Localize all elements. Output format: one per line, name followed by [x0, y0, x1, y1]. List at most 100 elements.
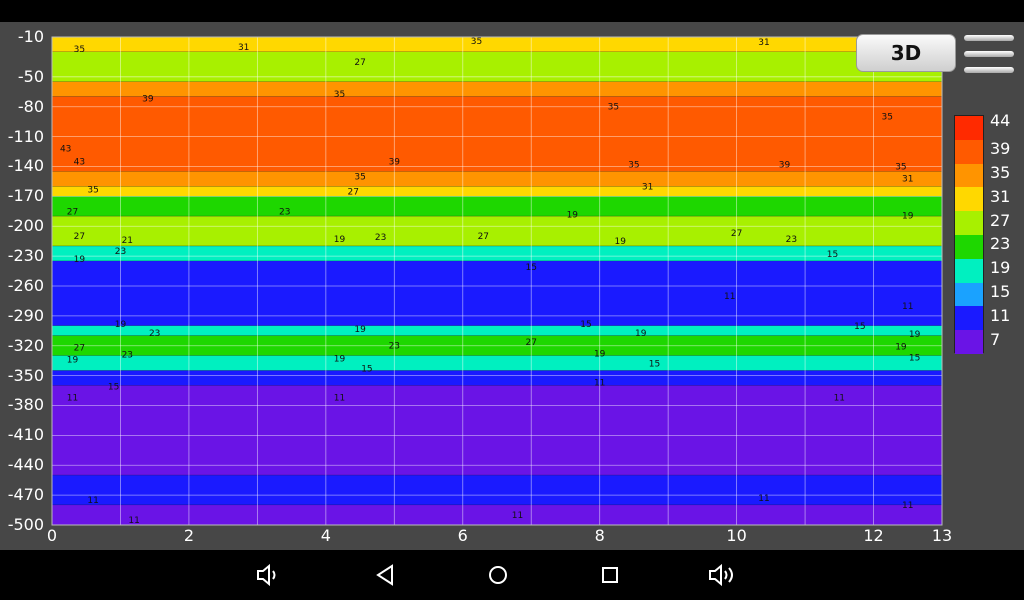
contour-label: 15 [854, 322, 865, 332]
contour-label: 19 [74, 255, 86, 265]
contour-label: 35 [895, 162, 906, 172]
contour-label: 19 [902, 211, 914, 221]
color-legend [954, 115, 984, 355]
legend-level-label: 23 [990, 234, 1011, 254]
contour-label: 43 [60, 145, 71, 155]
contour-label: 27 [354, 58, 365, 68]
y-tick-label: -290 [7, 305, 44, 325]
contour-label: 23 [786, 235, 797, 245]
contour-label: 23 [375, 233, 386, 243]
contour-label: 35 [74, 45, 85, 55]
contour-label: 11 [128, 516, 139, 526]
legend-swatch [955, 330, 983, 355]
contour-label: 27 [348, 187, 359, 197]
volume-up-icon[interactable] [700, 550, 740, 600]
legend-swatch [955, 163, 983, 188]
legend-swatch [955, 306, 983, 331]
contour-label: 19 [635, 329, 647, 339]
contour-label: 39 [389, 157, 401, 167]
back-triangle-icon[interactable] [366, 550, 406, 600]
x-tick-label: 4 [320, 526, 331, 545]
legend-swatch [955, 282, 983, 307]
legend-swatch [955, 258, 983, 284]
contour-label: 39 [779, 160, 791, 170]
legend-level-label: 19 [990, 258, 1011, 278]
contour-label: 27 [74, 344, 85, 354]
x-tick-label: 10 [726, 526, 747, 545]
contour-label: 19 [334, 355, 346, 365]
contour-label: 35 [608, 103, 619, 113]
contour-label: 19 [567, 210, 579, 220]
contour-label: 19 [67, 356, 79, 366]
y-tick-label: -350 [7, 365, 44, 385]
legend-level-label: 31 [990, 186, 1011, 206]
legend-swatch [955, 139, 983, 165]
y-tick-label: -470 [7, 485, 44, 505]
legend-level-label: 39 [990, 139, 1011, 159]
legend-level-label: 7 [990, 329, 1001, 349]
hamburger-menu-icon[interactable] [964, 32, 1014, 82]
contour-label: 11 [902, 302, 913, 312]
contour-label: 15 [526, 263, 537, 273]
contour-label: 23 [389, 342, 400, 352]
contour-label: 31 [758, 38, 769, 48]
y-tick-label: -380 [7, 395, 44, 415]
contour-label: 23 [122, 351, 133, 361]
contour-label: 15 [580, 320, 591, 330]
heatmap-band-9 [52, 261, 942, 326]
contour-label: 21 [122, 236, 133, 246]
contour-label: 19 [594, 350, 606, 360]
contour-label: 19 [909, 330, 921, 340]
y-tick-label: -80 [17, 96, 44, 116]
contour-label: 19 [334, 235, 346, 245]
contour-label: 19 [115, 320, 127, 330]
contour-label: 15 [108, 383, 119, 393]
contour-label: 11 [758, 494, 769, 504]
contour-label: 27 [67, 207, 78, 217]
y-tick-label: -110 [7, 126, 44, 146]
heatmap-band-12 [52, 355, 942, 371]
y-tick-label: -140 [7, 156, 44, 176]
y-tick-label: -200 [7, 216, 44, 236]
contour-label: 11 [67, 394, 78, 404]
legend-swatch [955, 235, 983, 260]
y-tick-label: -10 [17, 27, 44, 46]
x-tick-label: 12 [863, 526, 884, 545]
y-tick-label: -170 [7, 186, 44, 206]
volume-down-icon[interactable] [248, 550, 288, 600]
y-tick-label: -500 [7, 515, 44, 534]
contour-label: 19 [354, 325, 366, 335]
system-navigation-bar [0, 550, 1024, 600]
contour-label: 27 [526, 338, 537, 348]
y-tick-label: -50 [17, 66, 44, 86]
contour-label: 15 [649, 360, 660, 370]
legend-level-label: 35 [990, 162, 1011, 182]
y-tick-label: -230 [7, 246, 44, 266]
contour-label: 35 [334, 90, 345, 100]
heatmap-band-3 [52, 96, 942, 172]
y-tick-label: -410 [7, 425, 44, 445]
heatmap-band-4 [52, 171, 942, 187]
heatmap-band-8 [52, 246, 942, 262]
contour-label: 19 [895, 343, 907, 353]
contour-label: 23 [279, 207, 290, 217]
y-tick-label: -260 [7, 275, 44, 295]
x-tick-label: 0 [46, 526, 58, 545]
contour-label: 27 [731, 229, 742, 239]
x-tick-label: 6 [457, 526, 468, 545]
home-circle-icon[interactable] [478, 550, 518, 600]
view-3d-button[interactable]: 3D [856, 34, 956, 72]
contour-label: 11 [902, 501, 913, 511]
contour-label: 11 [87, 496, 98, 506]
contour-label: 11 [594, 379, 605, 389]
contour-label: 27 [478, 232, 489, 242]
heatmap-band-5 [52, 186, 942, 197]
heatmap-band-14 [52, 385, 942, 476]
heatmap-band-0 [52, 37, 942, 52]
recents-square-icon[interactable] [590, 550, 630, 600]
contour-label: 15 [909, 354, 920, 364]
contour-label: 35 [471, 37, 482, 47]
app-window: 35 31 27 35 31 39 35 35 35 43 43 39 39 35 35 35 35 27 31 31… [0, 22, 1024, 550]
legend-swatch [955, 116, 983, 141]
